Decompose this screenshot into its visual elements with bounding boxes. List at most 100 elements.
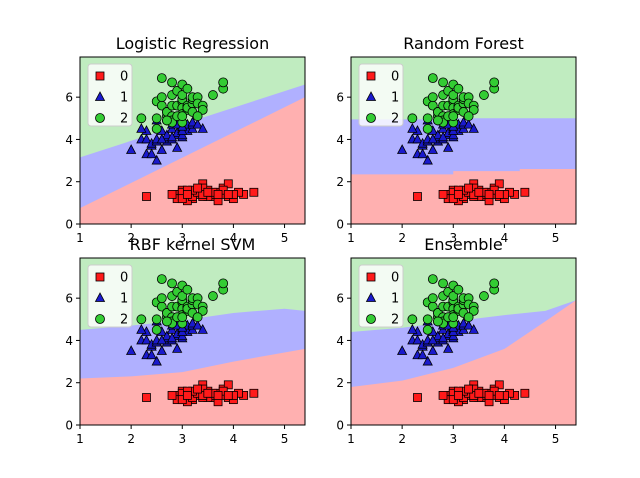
point-class-1 — [197, 324, 208, 334]
point-class-2 — [192, 111, 203, 122]
point-class-2 — [489, 77, 500, 88]
point-class-0 — [193, 384, 203, 394]
x-tick-label: 5 — [281, 432, 289, 446]
point-class-2 — [208, 291, 218, 301]
scatter-points — [125, 274, 259, 407]
scatter-points — [396, 274, 530, 407]
legend-marker-1 — [365, 91, 377, 101]
y-tick-label: 6 — [65, 292, 73, 306]
legend-marker-1 — [94, 91, 106, 101]
point-class-1 — [156, 144, 167, 154]
point-class-0 — [494, 380, 504, 390]
legend-marker-2 — [366, 314, 376, 324]
point-class-2 — [453, 284, 464, 295]
x-tick-label: 1 — [76, 432, 84, 446]
x-tick-label: 4 — [501, 231, 509, 245]
y-tick-label: 0 — [65, 419, 73, 433]
point-class-2 — [156, 73, 167, 84]
point-class-1 — [136, 324, 147, 334]
point-class-2 — [197, 305, 208, 316]
axes-frame — [79, 257, 306, 426]
point-class-2 — [151, 324, 162, 335]
point-class-2 — [448, 90, 459, 100]
axes-frame — [79, 56, 306, 225]
point-class-1 — [136, 123, 147, 133]
region-class-0 — [80, 97, 305, 224]
point-class-2 — [136, 314, 147, 325]
x-tick-label: 2 — [398, 231, 406, 245]
x-tick-label: 4 — [501, 432, 509, 446]
y-tick-label: 2 — [336, 376, 344, 390]
point-class-0 — [520, 388, 530, 398]
y-tick-label: 4 — [336, 334, 344, 348]
point-class-1 — [463, 319, 474, 330]
point-class-0 — [438, 190, 448, 199]
point-class-2 — [151, 113, 162, 124]
legend: 0 1 2 — [358, 264, 404, 328]
point-class-0 — [484, 391, 494, 400]
point-class-0 — [484, 190, 494, 199]
point-class-0 — [453, 190, 463, 199]
legend: 0 1 2 — [87, 264, 133, 328]
point-class-1 — [432, 129, 444, 140]
point-class-2 — [479, 291, 489, 301]
point-class-2 — [422, 113, 433, 124]
x-tick-label: 1 — [347, 432, 355, 446]
point-class-0 — [474, 187, 484, 197]
point-class-2 — [218, 278, 229, 289]
point-class-1 — [417, 148, 428, 159]
point-class-2 — [448, 312, 459, 323]
point-class-2 — [422, 123, 433, 134]
legend-label-0: 0 — [391, 271, 399, 286]
point-class-1 — [166, 131, 178, 142]
legend-marker-1 — [94, 292, 106, 302]
x-tick-label: 3 — [178, 432, 186, 446]
point-class-2 — [448, 291, 459, 301]
legend-marker-0 — [366, 71, 376, 81]
point-class-2 — [156, 92, 167, 103]
legend-label-2: 2 — [391, 313, 399, 328]
point-class-1 — [125, 144, 137, 154]
axes-frame — [350, 56, 577, 225]
point-class-0 — [213, 391, 223, 400]
point-class-2 — [448, 111, 459, 122]
point-class-0 — [464, 183, 474, 193]
axes-frame — [350, 257, 577, 426]
point-class-1 — [437, 131, 449, 142]
y-tick-label: 0 — [336, 419, 344, 433]
x-tick-label: 4 — [230, 231, 238, 245]
point-class-1 — [141, 334, 152, 345]
point-class-1 — [442, 142, 454, 152]
x-tick-label: 1 — [347, 231, 355, 245]
point-class-2 — [433, 115, 443, 126]
point-class-1 — [437, 332, 449, 343]
point-class-0 — [142, 192, 151, 201]
point-class-0 — [167, 391, 177, 400]
legend: 0 1 2 — [358, 63, 404, 127]
legend-marker-1 — [365, 292, 377, 302]
point-class-0 — [494, 179, 504, 189]
x-tick-label: 1 — [76, 231, 84, 245]
point-class-0 — [203, 187, 213, 197]
point-class-2 — [162, 316, 172, 327]
point-class-1 — [422, 355, 433, 366]
point-class-2 — [433, 316, 443, 327]
point-class-0 — [249, 388, 259, 398]
point-class-2 — [463, 312, 474, 323]
legend-marker-0 — [95, 272, 105, 282]
point-class-2 — [192, 312, 203, 323]
point-class-2 — [438, 77, 448, 88]
point-class-1 — [407, 324, 418, 334]
point-class-2 — [151, 123, 162, 134]
x-tick-label: 2 — [127, 231, 135, 245]
point-class-0 — [213, 190, 223, 199]
point-class-0 — [413, 192, 422, 201]
legend-label-1: 1 — [120, 292, 128, 307]
point-class-1 — [412, 133, 423, 144]
point-class-2 — [177, 312, 188, 323]
point-class-2 — [422, 314, 433, 325]
x-tick-label: 3 — [178, 231, 186, 245]
point-class-1 — [171, 343, 183, 353]
